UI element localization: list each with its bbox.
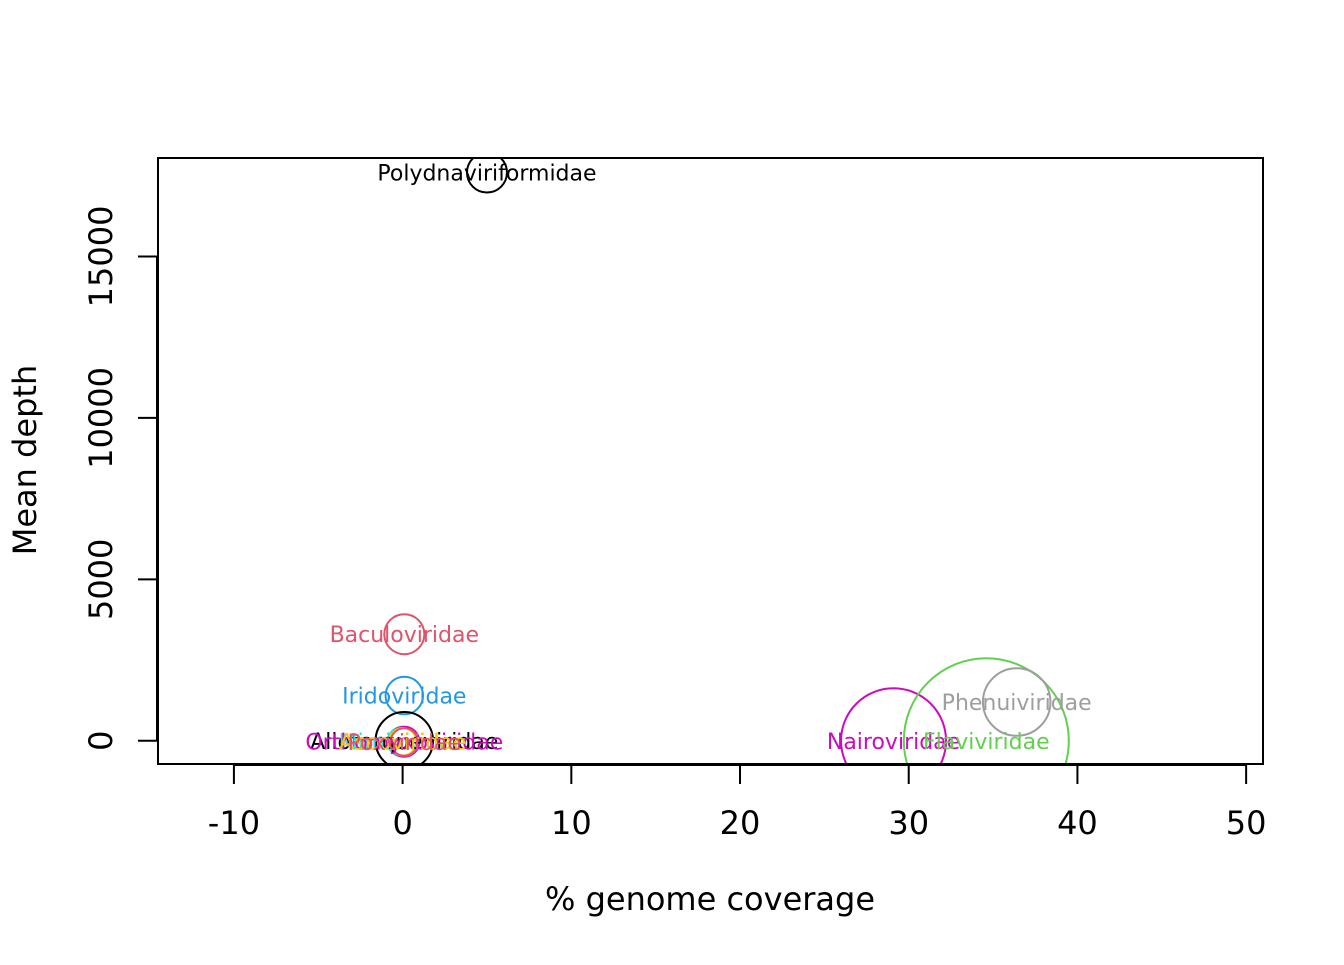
- data-point-label: Allotorqueviridae: [310, 730, 498, 755]
- x-axis: -10 0 10 20 30 40 50: [208, 764, 1267, 842]
- y-tick-label: 10000: [82, 367, 120, 469]
- y-tick-label: 5000: [82, 539, 120, 620]
- x-tick-label: 0: [392, 804, 412, 842]
- y-tick-label: 0: [82, 731, 120, 751]
- data-point: [383, 613, 426, 656]
- data-point-label: Baculoviridae: [330, 623, 479, 648]
- data-point: [384, 675, 425, 716]
- x-tick-label: 30: [888, 804, 929, 842]
- data-point-label: Nairoviridae: [827, 730, 960, 755]
- x-axis-title: % genome coverage: [545, 880, 875, 918]
- data-point-label: Ascoviridae: [339, 731, 466, 756]
- x-tick-label: 10: [551, 804, 592, 842]
- data-point: [465, 158, 508, 194]
- x-tick-label: 50: [1226, 804, 1267, 842]
- x-tick-label: -10: [208, 804, 260, 842]
- data-point-label: Poxviridae: [348, 731, 462, 756]
- data-point-label: Iridoviridae: [342, 685, 466, 710]
- plot-frame: [157, 157, 1264, 765]
- y-axis-title: Mean depth: [6, 365, 44, 556]
- y-axis: 0 5000 10000 15000: [82, 206, 158, 751]
- data-point: [840, 687, 948, 764]
- points-layer: [374, 158, 1070, 764]
- data-point: [374, 711, 435, 764]
- y-tick-label: 15000: [82, 206, 120, 308]
- data-point-label: Orthomyxoviridae: [305, 731, 503, 756]
- x-tick-label: 40: [1057, 804, 1098, 842]
- data-point-label: Mimiviridae: [339, 731, 467, 756]
- data-point: [389, 727, 420, 757]
- data-point: [902, 657, 1070, 764]
- x-tick-label: 20: [720, 804, 761, 842]
- data-point-label: Polydnaviriformidae: [377, 162, 596, 187]
- data-point-label: Phenuiviridae: [942, 691, 1092, 716]
- labels-layer: Polydnaviriformidae Baculoviridae Iridovir…: [305, 162, 1091, 757]
- data-point-label: Flaviviridae: [923, 730, 1050, 755]
- data-point: [981, 667, 1052, 737]
